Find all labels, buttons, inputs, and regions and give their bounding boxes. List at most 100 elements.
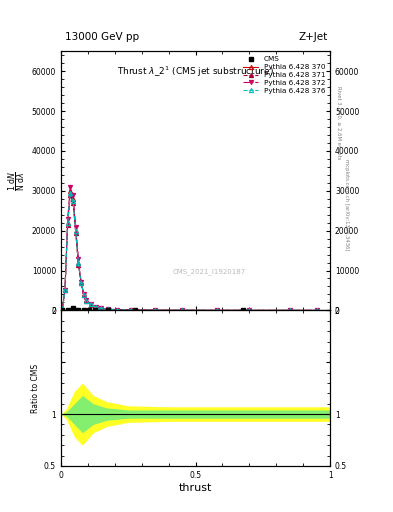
CMS — [71, 305, 75, 311]
Pythia 6.428 372 — [115, 307, 120, 313]
Pythia 6.428 371 — [153, 307, 158, 313]
Pythia 6.428 371 — [73, 229, 78, 236]
Pythia 6.428 371 — [68, 191, 73, 198]
Pythia 6.428 372 — [65, 216, 70, 222]
Pythia 6.428 371 — [314, 307, 319, 313]
Pythia 6.428 376 — [287, 307, 292, 313]
Line: Pythia 6.428 372: Pythia 6.428 372 — [60, 185, 319, 312]
Pythia 6.428 370 — [79, 280, 83, 286]
Text: Rivet 3.1.10, ≥ 2.6M events: Rivet 3.1.10, ≥ 2.6M events — [336, 86, 341, 160]
Pythia 6.428 372 — [81, 291, 86, 297]
Pythia 6.428 370 — [81, 291, 86, 297]
Pythia 6.428 372 — [287, 307, 292, 313]
Pythia 6.428 372 — [62, 287, 67, 293]
Pythia 6.428 371 — [88, 302, 93, 308]
Pythia 6.428 371 — [76, 262, 81, 268]
Pythia 6.428 372 — [68, 184, 73, 190]
Pythia 6.428 371 — [81, 292, 86, 298]
Pythia 6.428 376 — [180, 307, 184, 313]
Pythia 6.428 376 — [314, 307, 319, 313]
Pythia 6.428 376 — [71, 198, 75, 204]
Pythia 6.428 376 — [99, 305, 104, 311]
Pythia 6.428 371 — [287, 307, 292, 313]
Pythia 6.428 370 — [314, 307, 319, 313]
Text: Thrust $\lambda\_2^1$ (CMS jet substructure): Thrust $\lambda\_2^1$ (CMS jet substruct… — [117, 64, 274, 78]
Pythia 6.428 371 — [71, 200, 75, 206]
Pythia 6.428 372 — [153, 307, 158, 313]
Pythia 6.428 370 — [180, 307, 184, 313]
Pythia 6.428 372 — [73, 224, 78, 230]
Pythia 6.428 376 — [247, 307, 252, 313]
Pythia 6.428 370 — [84, 297, 89, 304]
Line: Pythia 6.428 376: Pythia 6.428 376 — [60, 190, 319, 312]
Pythia 6.428 370 — [68, 188, 73, 194]
Line: CMS: CMS — [60, 306, 245, 313]
Pythia 6.428 376 — [81, 291, 86, 297]
Pythia 6.428 376 — [73, 228, 78, 234]
X-axis label: thrust: thrust — [179, 482, 212, 493]
Pythia 6.428 376 — [106, 306, 110, 312]
Pythia 6.428 376 — [79, 280, 83, 286]
Pythia 6.428 376 — [129, 307, 133, 313]
CMS — [76, 307, 81, 313]
CMS — [106, 307, 110, 313]
Pythia 6.428 376 — [65, 220, 70, 226]
Y-axis label: Ratio to CMS: Ratio to CMS — [31, 364, 40, 413]
Pythia 6.428 371 — [60, 307, 64, 313]
Pythia 6.428 371 — [84, 298, 89, 304]
Pythia 6.428 371 — [65, 222, 70, 228]
CMS — [92, 307, 97, 313]
Pythia 6.428 371 — [247, 307, 252, 313]
Pythia 6.428 372 — [94, 304, 98, 310]
Pythia 6.428 371 — [115, 307, 120, 313]
CMS — [240, 307, 245, 313]
Pythia 6.428 372 — [314, 307, 319, 313]
Pythia 6.428 372 — [215, 307, 219, 313]
Pythia 6.428 372 — [79, 279, 83, 285]
Legend: CMS, Pythia 6.428 370, Pythia 6.428 371, Pythia 6.428 372, Pythia 6.428 376: CMS, Pythia 6.428 370, Pythia 6.428 371,… — [242, 55, 327, 95]
Pythia 6.428 376 — [68, 189, 73, 196]
Pythia 6.428 372 — [76, 255, 81, 262]
Pythia 6.428 372 — [88, 301, 93, 307]
Pythia 6.428 370 — [62, 287, 67, 293]
Line: Pythia 6.428 371: Pythia 6.428 371 — [60, 193, 319, 312]
Pythia 6.428 372 — [247, 307, 252, 313]
Pythia 6.428 372 — [60, 307, 64, 313]
Pythia 6.428 370 — [94, 304, 98, 310]
Pythia 6.428 371 — [215, 307, 219, 313]
Text: CMS_2021_I1920187: CMS_2021_I1920187 — [173, 268, 246, 275]
Pythia 6.428 370 — [60, 307, 64, 313]
Pythia 6.428 370 — [71, 196, 75, 202]
Pythia 6.428 376 — [60, 307, 64, 313]
Line: Pythia 6.428 370: Pythia 6.428 370 — [60, 189, 319, 312]
Text: Z+Jet: Z+Jet — [299, 32, 328, 42]
CMS — [132, 307, 137, 313]
Pythia 6.428 370 — [76, 260, 81, 266]
Pythia 6.428 376 — [84, 297, 89, 304]
Pythia 6.428 376 — [215, 307, 219, 313]
Pythia 6.428 371 — [94, 304, 98, 310]
Pythia 6.428 370 — [115, 307, 120, 313]
Pythia 6.428 376 — [115, 307, 120, 313]
Pythia 6.428 371 — [99, 305, 104, 311]
Pythia 6.428 370 — [129, 307, 133, 313]
Pythia 6.428 370 — [73, 227, 78, 233]
Pythia 6.428 370 — [65, 220, 70, 226]
CMS — [81, 307, 86, 313]
Text: mcplots.cern.ch [arXiv:1306.3436]: mcplots.cern.ch [arXiv:1306.3436] — [344, 159, 349, 250]
Pythia 6.428 376 — [76, 260, 81, 266]
CMS — [87, 307, 92, 313]
Pythia 6.428 371 — [62, 287, 67, 293]
Pythia 6.428 372 — [84, 297, 89, 303]
Pythia 6.428 370 — [99, 305, 104, 311]
Pythia 6.428 372 — [99, 305, 104, 311]
Pythia 6.428 371 — [129, 307, 133, 313]
Pythia 6.428 376 — [88, 302, 93, 308]
Pythia 6.428 372 — [129, 307, 133, 313]
Pythia 6.428 370 — [215, 307, 219, 313]
Pythia 6.428 371 — [180, 307, 184, 313]
Pythia 6.428 371 — [106, 306, 110, 312]
Pythia 6.428 372 — [71, 191, 75, 198]
Pythia 6.428 376 — [94, 304, 98, 310]
Pythia 6.428 371 — [79, 280, 83, 286]
